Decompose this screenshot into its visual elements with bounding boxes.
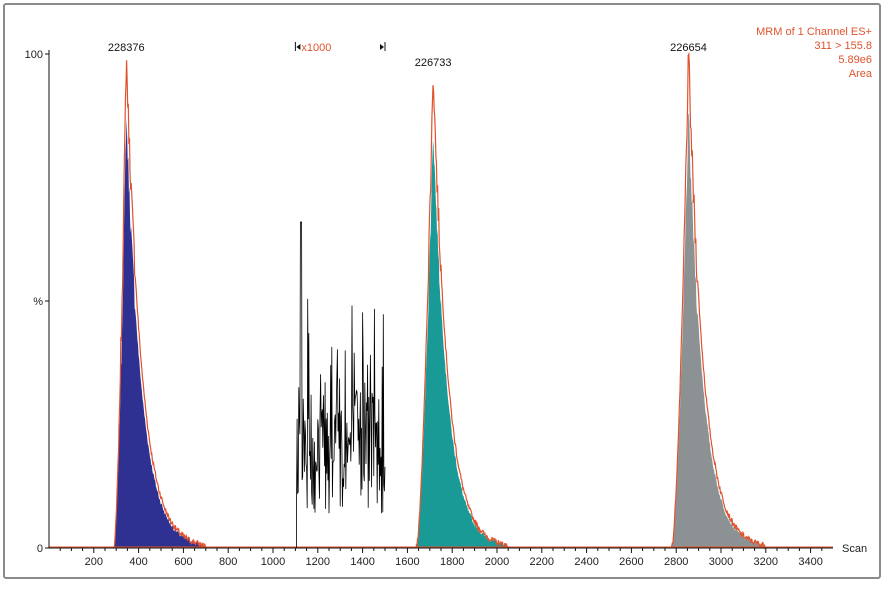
y-tick-label: 0 [37, 543, 43, 555]
info-line-4: Area [849, 68, 873, 80]
peak-2-label: 226733 [415, 57, 452, 69]
info-line-2: 311 > 155.8 [814, 40, 872, 52]
x-tick-label: 2600 [619, 556, 643, 568]
x-tick-label: 2200 [530, 556, 554, 568]
x-tick-label: 1400 [350, 556, 374, 568]
peak-3-area [671, 113, 766, 549]
x-tick-label: 800 [219, 556, 237, 568]
y-tick-label: % [33, 296, 43, 308]
peak-3-label: 226654 [670, 42, 707, 54]
info-line-3: 5.89e6 [838, 54, 872, 66]
x-tick-label: 1600 [395, 556, 419, 568]
x-tick-label: 1200 [306, 556, 330, 568]
chart-frame: 228376 226733 226654 200 400 600 800 1000 1200 14… [3, 3, 881, 579]
x-tick-label: 3000 [709, 556, 733, 568]
noise-layer [296, 221, 386, 549]
y-tick-label: 100 [25, 49, 43, 61]
info-line-1: MRM of 1 Channel ES+ [756, 26, 872, 38]
zoom-arrow-right-icon [380, 44, 384, 50]
peak-2-trace [415, 85, 509, 549]
peak-1-area [113, 118, 206, 549]
x-tick-label: 3400 [798, 556, 822, 568]
x-tick-label: 3200 [754, 556, 778, 568]
x-tick-label: 600 [174, 556, 192, 568]
peak-2-area [416, 140, 509, 549]
x-tick-label: 400 [129, 556, 147, 568]
x-tick-label: 2400 [574, 556, 598, 568]
noise-trace [296, 221, 386, 549]
x-tick-label: 200 [85, 556, 103, 568]
zoom-arrow-left-icon [296, 44, 301, 50]
axes-layer [45, 42, 833, 553]
x-tick-label: 1800 [440, 556, 464, 568]
peaks-layer [49, 51, 833, 550]
zoom-label: x1000 [301, 42, 331, 54]
x-tick-label: 2800 [664, 556, 688, 568]
x-tick-label: 2000 [485, 556, 509, 568]
peak-1-trace [113, 60, 207, 549]
peak-1-label: 228376 [108, 42, 145, 54]
x-axis-title: Scan [842, 543, 867, 555]
x-tick-label: 1000 [261, 556, 285, 568]
peak-3-trace [671, 51, 766, 550]
